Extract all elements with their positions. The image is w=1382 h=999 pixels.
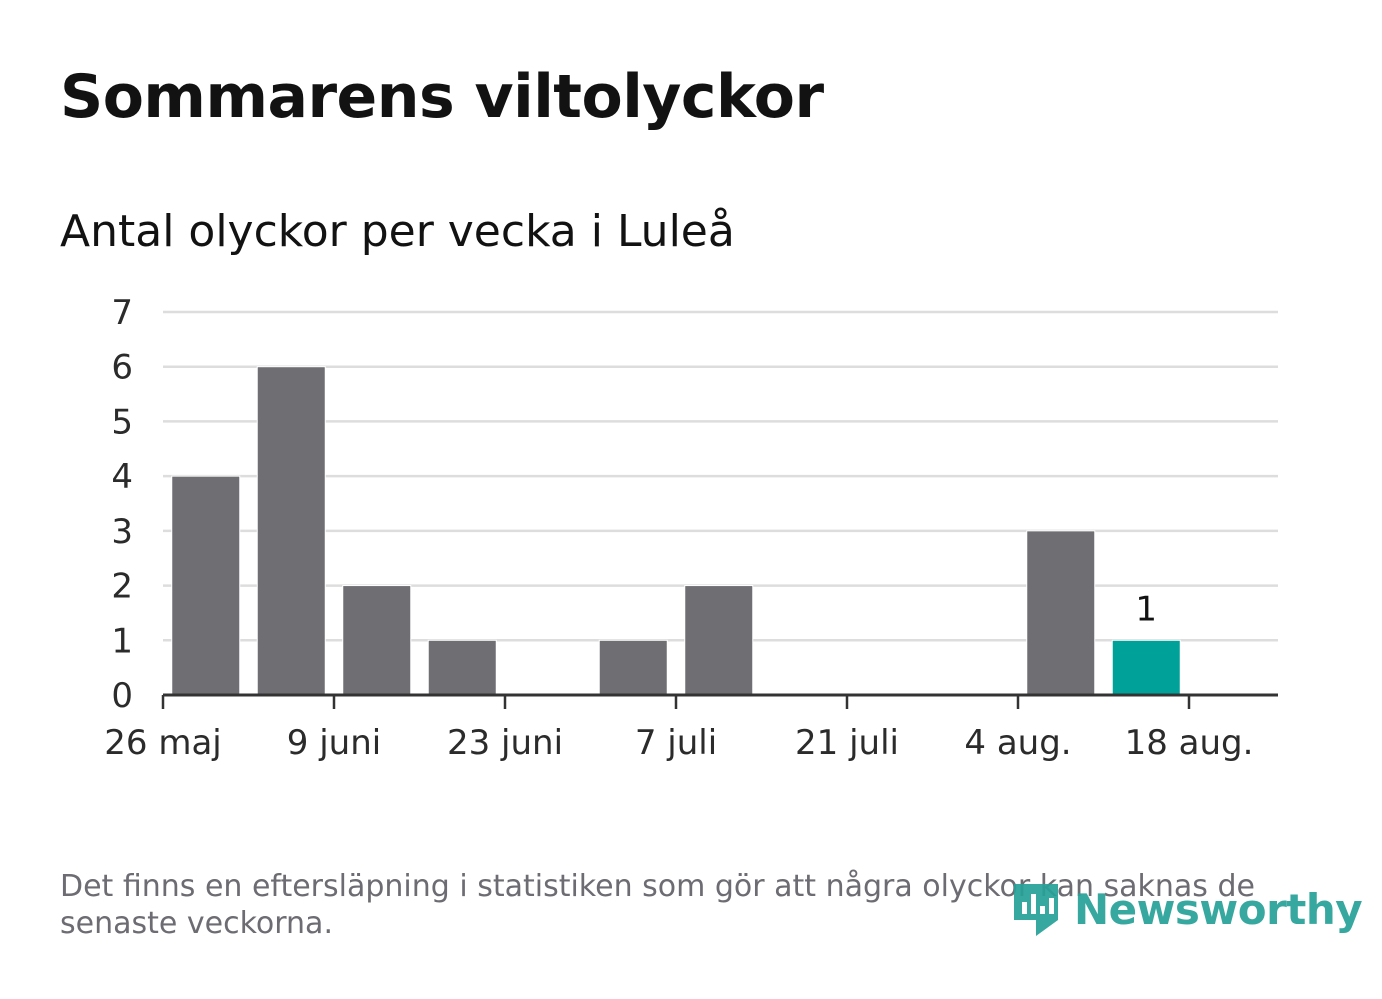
bar [684, 585, 754, 696]
data-labels: 1 [1135, 589, 1157, 629]
x-tick-label: 4 aug. [964, 723, 1071, 763]
y-tick-label: 6 [111, 348, 133, 388]
bar [1026, 530, 1096, 696]
bar-series [171, 366, 1181, 696]
y-tick-label: 5 [111, 402, 133, 442]
x-tick-label: 18 aug. [1125, 723, 1254, 763]
bar [342, 585, 412, 696]
bar-highlighted [1111, 639, 1181, 696]
bar [427, 639, 497, 696]
y-tick-label: 2 [111, 567, 133, 607]
bar [256, 366, 326, 696]
x-tick-label: 23 juni [447, 723, 563, 763]
x-axis: 26 maj 9 juni 23 juni 7 juli 21 juli 4 aug. 18… [104, 693, 1278, 763]
brand-name: Newsworthy [1074, 884, 1363, 934]
x-tick-label: 26 maj [104, 723, 221, 763]
y-axis-tick-labels: 0 1 2 3 4 5 6 7 [111, 293, 133, 716]
y-tick-label: 3 [111, 512, 133, 552]
chart-subtitle: Antal olyckor per vecka i Luleå [60, 206, 735, 257]
newsworthy-logo: Newsworthy [1010, 876, 1363, 942]
bar [171, 475, 241, 696]
y-tick-label: 7 [111, 293, 133, 333]
x-tick-label: 21 juli [795, 723, 899, 763]
y-tick-label: 0 [111, 676, 133, 716]
bar-chart: 0 1 2 3 4 5 6 7 1 26 maj 9 juni 23 juni 7 juli 21 j… [104, 293, 1278, 763]
data-label: 1 [1135, 589, 1157, 629]
chart-title: Sommarens viltolyckor [60, 62, 824, 132]
y-tick-label: 4 [111, 457, 133, 497]
newsworthy-logo-icon [1014, 884, 1058, 936]
x-tick-label: 7 juli [635, 723, 717, 763]
bar [598, 639, 668, 696]
x-tick-label: 9 juni [287, 723, 381, 763]
y-tick-label: 1 [111, 621, 133, 661]
